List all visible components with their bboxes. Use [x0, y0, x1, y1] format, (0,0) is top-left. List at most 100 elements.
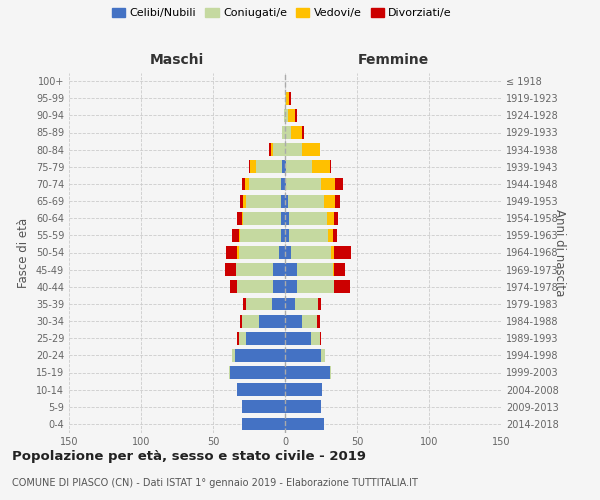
Bar [224, 263, 236, 276]
Bar [285, 280, 296, 293]
Bar [285, 194, 288, 207]
Bar [285, 92, 286, 104]
Bar [291, 246, 331, 259]
Bar [250, 160, 256, 173]
Bar [242, 212, 243, 224]
Bar [274, 280, 285, 293]
Bar [288, 194, 324, 207]
Bar [246, 194, 281, 207]
Bar [291, 126, 302, 139]
Bar [274, 263, 285, 276]
Bar [272, 298, 285, 310]
Bar [286, 178, 321, 190]
Bar [285, 383, 322, 396]
Bar [271, 143, 274, 156]
Bar [284, 109, 285, 122]
Text: Maschi: Maschi [150, 54, 204, 68]
Legend: Celibi/Nubili, Coniugati/e, Vedovi/e, Divorziati/e: Celibi/Nubili, Coniugati/e, Vedovi/e, Di… [110, 6, 454, 20]
Bar [285, 314, 302, 328]
Bar [238, 212, 242, 224]
Text: Femmine: Femmine [358, 54, 428, 68]
Bar [335, 194, 340, 207]
Bar [230, 280, 238, 293]
Bar [281, 229, 285, 242]
Bar [318, 298, 321, 310]
Bar [285, 349, 321, 362]
Bar [311, 332, 320, 344]
Bar [281, 178, 285, 190]
Bar [302, 314, 317, 328]
Bar [332, 263, 334, 276]
Bar [285, 160, 286, 173]
Bar [317, 314, 320, 328]
Bar [285, 178, 286, 190]
Bar [243, 298, 246, 310]
Bar [286, 92, 289, 104]
Bar [331, 246, 334, 259]
Bar [239, 332, 246, 344]
Bar [296, 263, 332, 276]
Bar [327, 212, 334, 224]
Bar [239, 246, 279, 259]
Bar [238, 246, 239, 259]
Bar [285, 418, 324, 430]
Bar [321, 349, 325, 362]
Bar [313, 160, 329, 173]
Bar [285, 400, 321, 413]
Bar [332, 229, 337, 242]
Bar [279, 246, 285, 259]
Bar [285, 126, 291, 139]
Bar [269, 143, 271, 156]
Bar [295, 298, 318, 310]
Bar [295, 109, 296, 122]
Bar [324, 194, 335, 207]
Bar [289, 212, 327, 224]
Bar [229, 366, 230, 379]
Bar [238, 383, 285, 396]
Bar [243, 212, 281, 224]
Bar [285, 212, 289, 224]
Bar [285, 109, 288, 122]
Bar [285, 143, 302, 156]
Bar [246, 332, 285, 344]
Bar [288, 109, 295, 122]
Bar [232, 229, 239, 242]
Bar [285, 332, 311, 344]
Bar [282, 160, 285, 173]
Bar [329, 366, 331, 379]
Bar [245, 178, 249, 190]
Bar [334, 212, 338, 224]
Bar [226, 246, 238, 259]
Bar [241, 229, 281, 242]
Bar [242, 418, 285, 430]
Bar [286, 160, 313, 173]
Bar [242, 314, 259, 328]
Bar [243, 194, 246, 207]
Bar [285, 229, 289, 242]
Bar [259, 314, 285, 328]
Bar [249, 178, 281, 190]
Bar [235, 349, 285, 362]
Y-axis label: Fasce di età: Fasce di età [17, 218, 30, 288]
Bar [329, 160, 331, 173]
Bar [241, 194, 243, 207]
Bar [281, 194, 285, 207]
Bar [334, 280, 350, 293]
Bar [289, 229, 328, 242]
Bar [281, 212, 285, 224]
Bar [274, 143, 285, 156]
Bar [230, 366, 285, 379]
Bar [238, 332, 239, 344]
Bar [241, 314, 242, 328]
Y-axis label: Anni di nascita: Anni di nascita [553, 209, 566, 296]
Bar [285, 263, 296, 276]
Bar [285, 298, 295, 310]
Bar [238, 280, 274, 293]
Bar [335, 178, 343, 190]
Bar [232, 349, 235, 362]
Bar [256, 160, 282, 173]
Text: Popolazione per età, sesso e stato civile - 2019: Popolazione per età, sesso e stato civil… [12, 450, 366, 463]
Bar [242, 400, 285, 413]
Bar [302, 143, 320, 156]
Bar [320, 332, 321, 344]
